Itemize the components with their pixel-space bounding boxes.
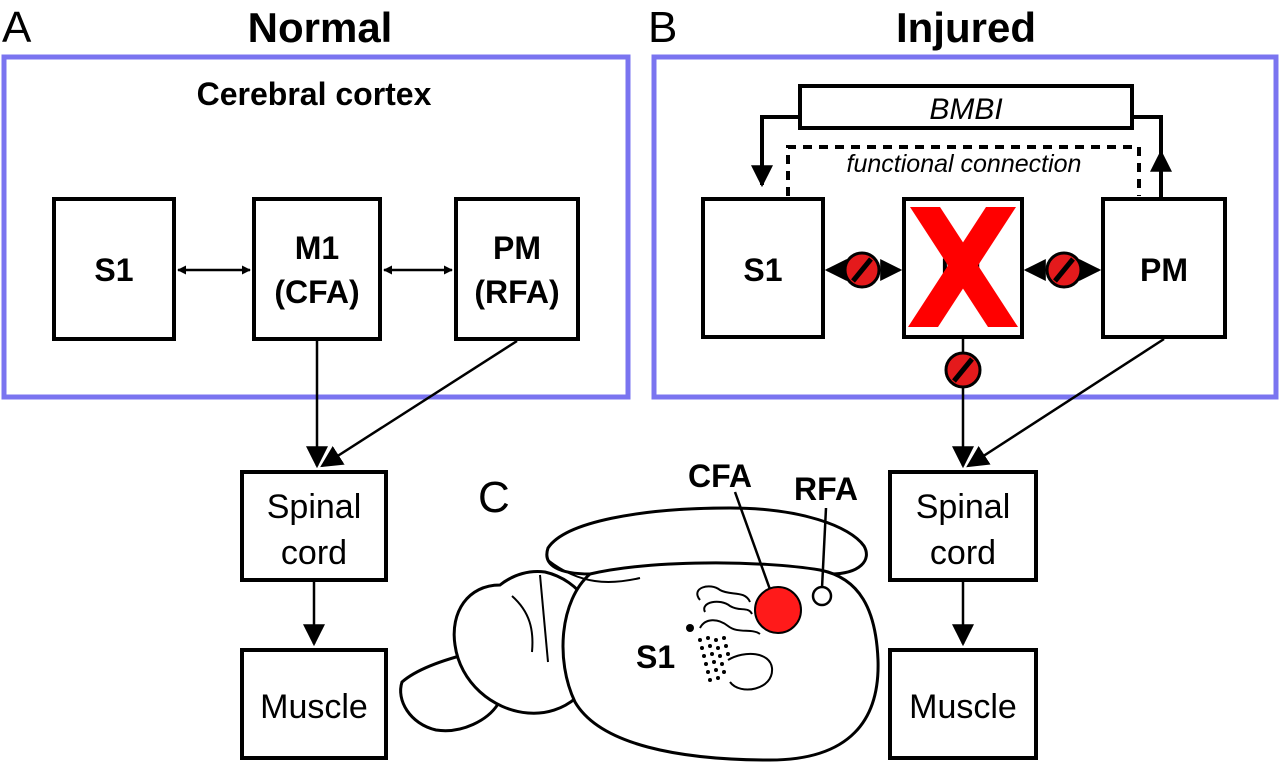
panel-b-letter: B [648, 3, 677, 52]
cerebellum-fold-2 [511, 595, 534, 653]
functional-connection-label: functional connection [847, 150, 1082, 178]
s1-limb-outline-1 [696, 585, 751, 603]
cfa-label: CFA [688, 458, 752, 494]
pm-node-normal [454, 197, 580, 341]
bmbi-input-line [1132, 115, 1163, 198]
s1-barrel-field [686, 585, 774, 691]
panel-c-letter: C [478, 473, 510, 522]
spinal-cord-node-injured [888, 470, 1038, 582]
panel-c: C [399, 458, 880, 762]
panel-a-title: Normal [248, 4, 393, 51]
m1-node-normal-label-2: (CFA) [274, 274, 359, 310]
s1-node-injured-label: S1 [743, 252, 782, 288]
s1-marker-dot [686, 624, 694, 632]
brain-s1-label: S1 [636, 639, 675, 675]
s1-barrel-dots [698, 636, 730, 682]
muscle-normal-label: Muscle [260, 688, 368, 726]
muscle-node-normal [240, 648, 388, 760]
s1-limb-outline-3 [699, 619, 761, 635]
functional-connection-path [786, 145, 1141, 196]
panel-a: A Normal Cerebral cortex S1 M1 (CFA) PM … [1, 3, 631, 760]
cerebellum-fold [539, 574, 549, 663]
pm-node-normal-label-1: PM [493, 230, 541, 266]
s1-node-injured [701, 197, 825, 339]
arrow-pm-spinal-injured [966, 337, 1165, 468]
bmbi-output-arrow [751, 115, 800, 188]
cfa-spot [754, 586, 802, 634]
panel-a-letter: A [2, 3, 32, 52]
bmbi-device [798, 84, 1134, 130]
rfa-label: RFA [794, 471, 858, 507]
spinal-cord-normal-label-1: Spinal [267, 488, 362, 526]
muscle-node-injured [888, 648, 1038, 760]
spinal-cord-normal-label-2: cord [281, 534, 347, 572]
far-hemisphere-outline [545, 506, 868, 576]
block-symbol-s1-m1 [843, 251, 881, 289]
panel-b: B Injured BMBI functional connection S1 … [648, 3, 1279, 760]
m1-node-normal [252, 197, 382, 341]
block-symbol-m1-pm [1045, 251, 1083, 289]
bmbi-label: BMBI [929, 93, 1002, 126]
s1-node-normal-label: S1 [94, 252, 133, 288]
spinal-cord-injured-label-1: Spinal [916, 488, 1011, 526]
cfa-leader-line [733, 491, 774, 596]
block-symbol-m1-spinal [944, 351, 982, 389]
pm-node-injured-label: PM [1140, 252, 1188, 288]
pm-node-injured [1101, 197, 1227, 339]
spinal-cord-node-normal [240, 470, 388, 582]
rfa-spot [811, 585, 833, 607]
s1-barrel-outline [727, 652, 774, 691]
panel-b-title: Injured [896, 4, 1036, 51]
m1-node-normal-label-1: M1 [295, 230, 339, 266]
s1-limb-outline-2 [703, 600, 753, 615]
rfa-leader-line [820, 507, 828, 589]
muscle-injured-label: Muscle [909, 688, 1017, 726]
pm-node-normal-label-2: (RFA) [474, 274, 559, 310]
s1-node-normal [52, 197, 176, 341]
arrow-pm-spinal [320, 339, 518, 468]
cerebellum-outline [452, 570, 602, 715]
spinal-cord-injured-label-2: cord [930, 534, 996, 572]
cortex-label: Cerebral cortex [197, 76, 432, 112]
lesion-x-mark [908, 207, 1018, 327]
rat-brain-drawing [399, 491, 880, 762]
cortex-frame-injured [651, 54, 1279, 400]
hemisphere-fissure [547, 559, 641, 583]
